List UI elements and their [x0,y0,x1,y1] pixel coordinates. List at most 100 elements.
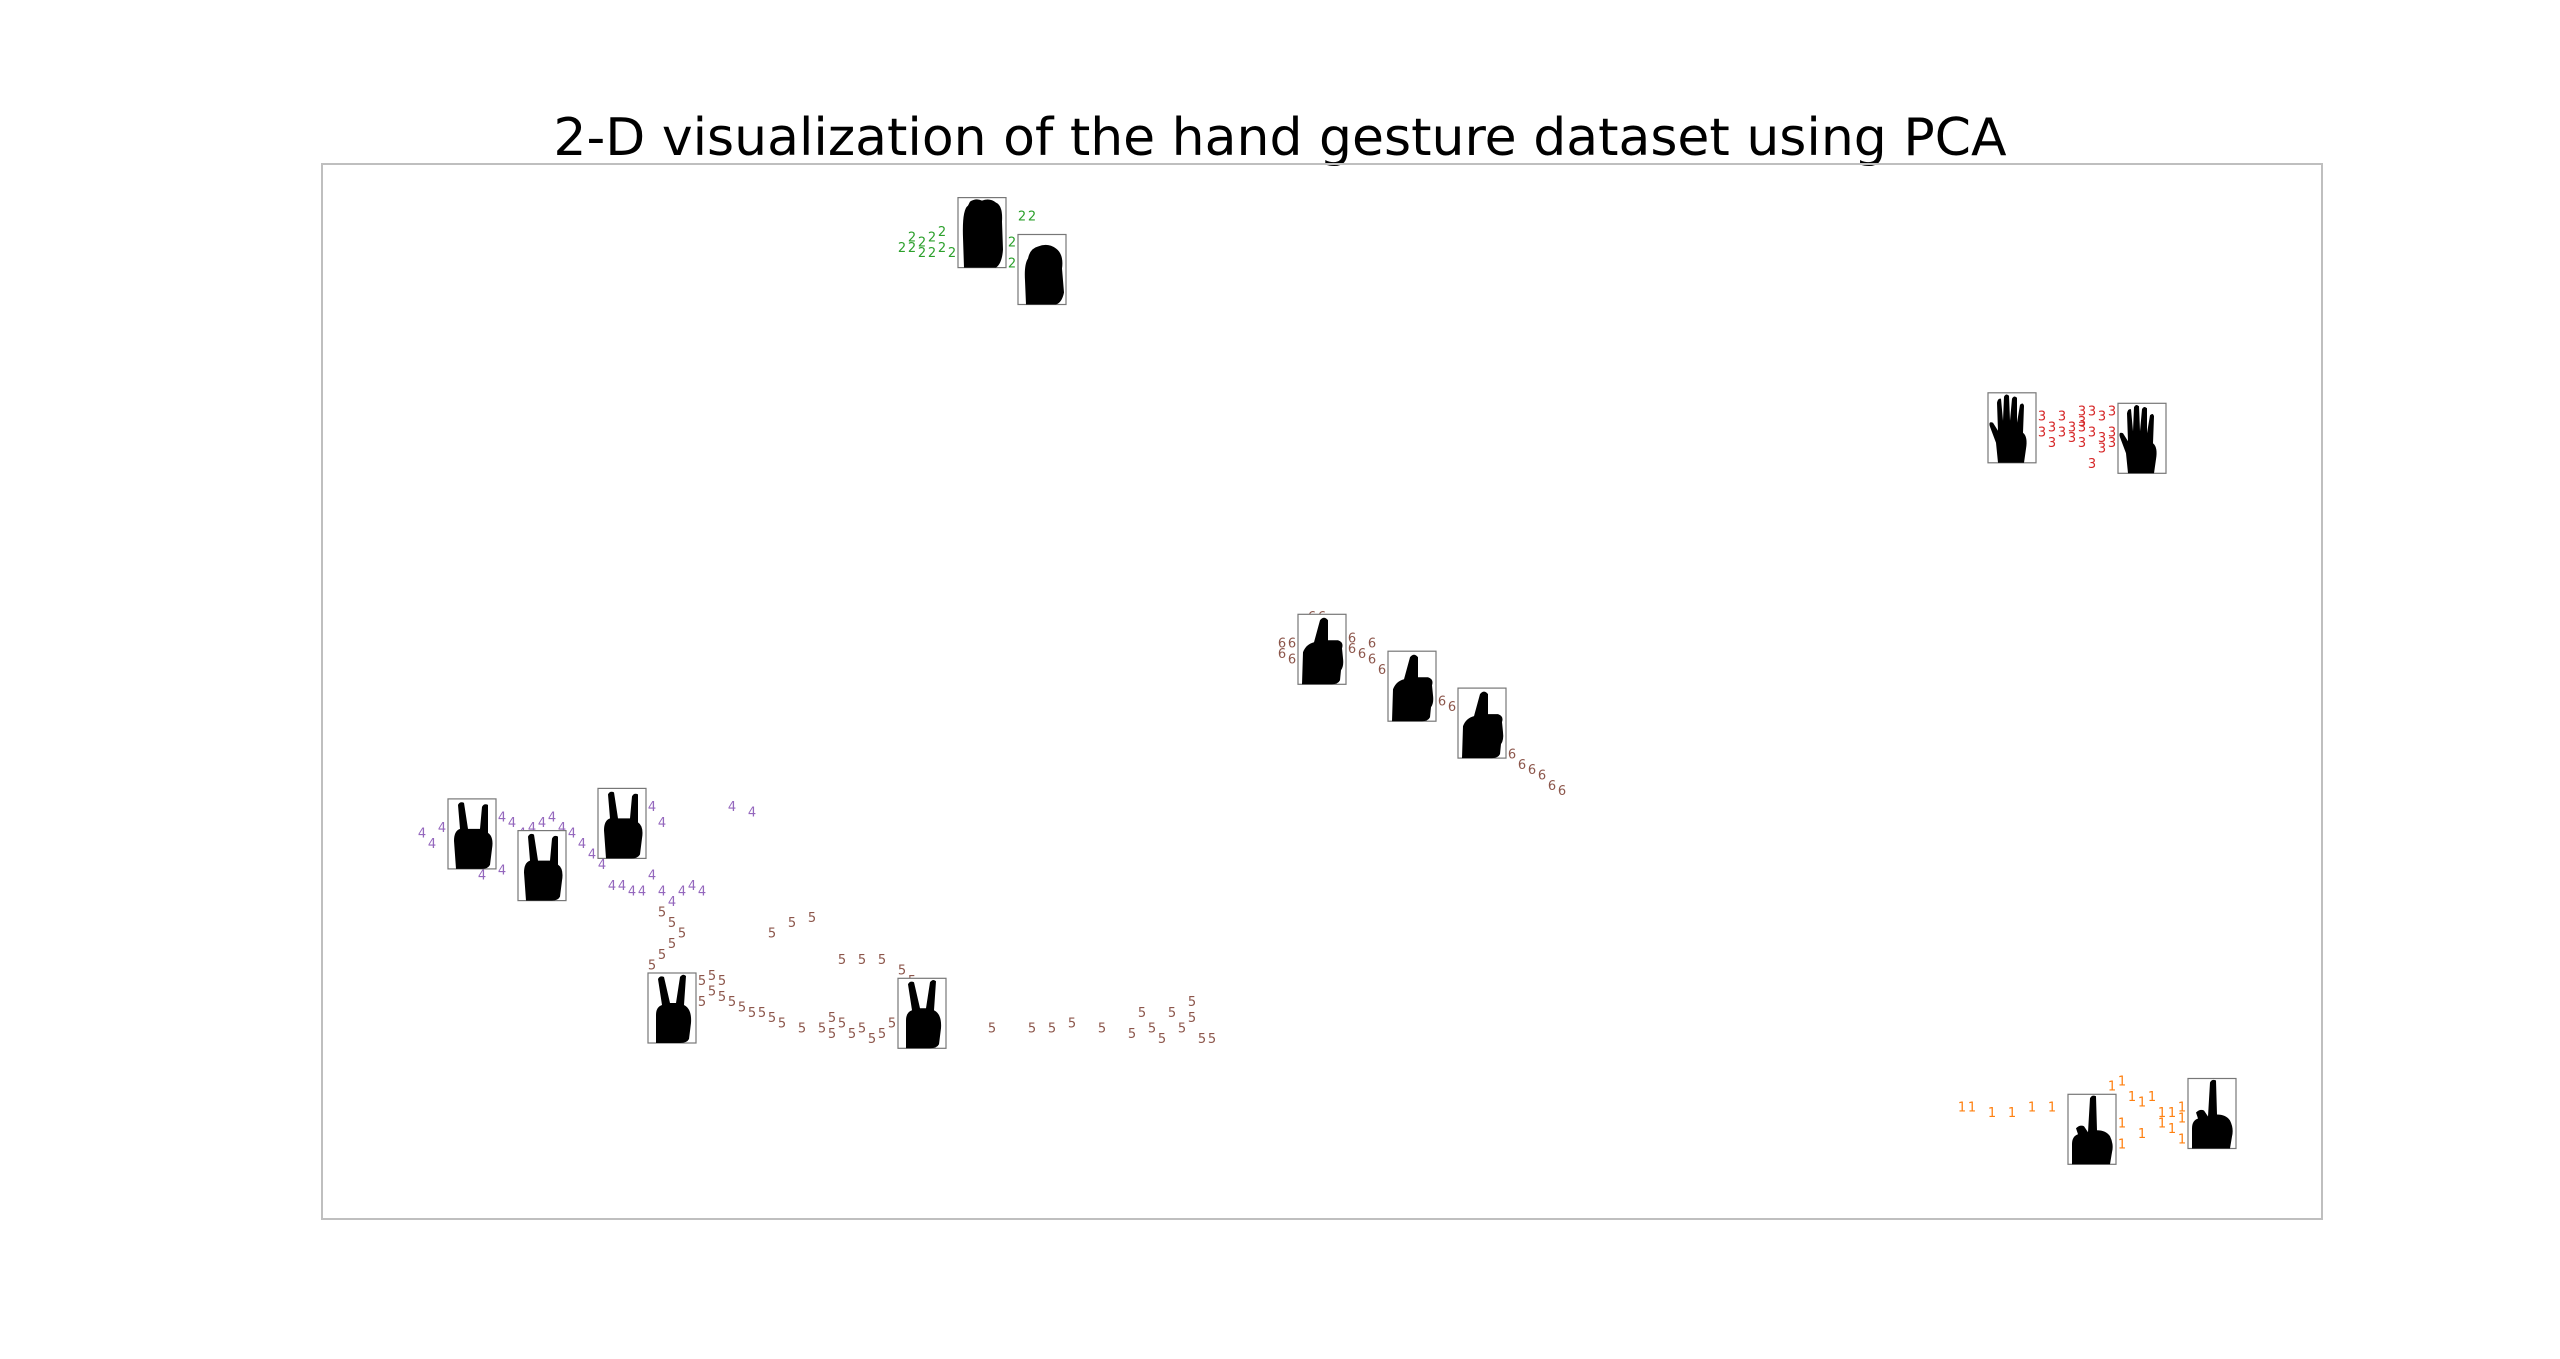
open-palm-icon [2119,405,2157,474]
point-class-6: 6 [1288,637,1296,652]
point-class-1: 1 [2178,1111,2186,1126]
point-class-3: 3 [2098,441,2106,456]
point-class-5: 5 [718,974,726,989]
peace-sign-icon [906,980,942,1049]
point-class-2: 2 [918,236,926,251]
point-class-5: 5 [1128,1027,1136,1042]
point-class-2: 2 [938,241,946,256]
point-class-5: 5 [1148,1022,1156,1037]
point-class-5: 5 [898,964,906,979]
point-class-4: 4 [678,884,686,899]
point-class-5: 5 [1208,1032,1216,1047]
point-class-1: 1 [2138,1096,2146,1111]
point-class-6: 6 [1518,758,1526,773]
point-class-1: 1 [1988,1106,1996,1121]
point-class-6: 6 [1358,647,1366,662]
point-class-6: 6 [1348,642,1356,657]
point-class-3: 3 [2098,431,2106,446]
point-class-4: 4 [658,884,666,899]
point-class-1: 1 [2118,1138,2126,1153]
thumbnail-class-3 [1987,392,2037,464]
point-class-5: 5 [1068,1016,1076,1031]
point-class-2: 2 [1028,209,1036,224]
point-class-4: 4 [538,816,546,831]
point-class-5: 5 [798,1022,806,1037]
point-class-3: 3 [2038,426,2046,441]
point-class-4: 4 [748,805,756,820]
point-class-6: 6 [1548,779,1556,794]
point-class-5: 5 [1188,995,1196,1010]
thumbnail-class-3 [2117,402,2167,474]
point-class-1: 1 [2118,1117,2126,1132]
point-class-5: 5 [708,985,716,1000]
point-class-5: 5 [1198,1032,1206,1047]
point-class-5: 5 [1178,1022,1186,1037]
point-class-1: 1 [2168,1106,2176,1121]
point-class-4: 4 [648,800,656,815]
point-class-2: 2 [928,230,936,245]
point-class-6: 6 [1278,637,1286,652]
point-class-6: 6 [1348,631,1356,646]
point-class-3: 3 [2108,426,2116,441]
point-class-5: 5 [988,1022,996,1037]
point-class-3: 3 [2078,404,2086,419]
point-class-3: 3 [2088,457,2096,472]
point-class-1: 1 [1968,1101,1976,1116]
thumbnail-class-1 [2187,1077,2237,1150]
point-class-5: 5 [1028,1022,1036,1037]
point-class-4: 4 [548,811,556,826]
peace-sign-icon [656,974,692,1043]
point-class-6: 6 [1528,763,1536,778]
pointing-finger-icon [2192,1079,2233,1149]
point-class-2: 2 [928,246,936,261]
point-class-4: 4 [688,879,696,894]
point-class-5: 5 [778,1016,786,1031]
point-class-4: 4 [638,884,646,899]
thumbnail-class-2 [957,197,1007,269]
thumbnail-class-4 [597,787,647,860]
point-class-5: 5 [668,937,676,952]
point-class-5: 5 [1048,1022,1056,1037]
point-class-2: 2 [908,241,916,256]
point-class-1: 1 [1958,1101,1966,1116]
point-class-4: 4 [698,884,706,899]
point-class-4: 4 [438,821,446,836]
open-hand-icon [962,199,1003,268]
point-class-4: 4 [578,837,586,852]
point-class-6: 6 [1368,652,1376,667]
point-class-1: 1 [2008,1106,2016,1121]
point-class-5: 5 [858,953,866,968]
point-class-5: 5 [738,1001,746,1016]
point-class-5: 5 [838,1016,846,1031]
point-class-1: 1 [2118,1074,2126,1089]
point-class-5: 5 [838,953,846,968]
thumbnail-class-1 [2067,1093,2117,1165]
point-class-2: 2 [1008,257,1016,272]
pointing-finger-icon [2072,1095,2113,1165]
thumbnail-class-4 [517,829,567,902]
point-class-3: 3 [2048,436,2056,451]
point-class-2: 2 [1008,236,1016,251]
thumbnail-class-6 [1387,650,1437,722]
point-class-6: 6 [1378,663,1386,678]
point-class-4: 4 [618,879,626,894]
point-class-5: 5 [888,1016,896,1031]
point-class-5: 5 [658,906,666,921]
point-class-1: 1 [2138,1127,2146,1142]
point-class-5: 5 [758,1006,766,1021]
point-class-3: 3 [2038,410,2046,425]
point-class-5: 5 [718,990,726,1005]
point-class-6: 6 [1288,652,1296,667]
point-class-3: 3 [2088,426,2096,441]
thumbnails-layer [447,197,2237,1165]
point-class-2: 2 [1018,209,1026,224]
point-class-5: 5 [818,1022,826,1037]
point-class-5: 5 [828,1011,836,1026]
point-class-3: 3 [2078,420,2086,435]
point-class-5: 5 [678,927,686,942]
point-class-3: 3 [2068,431,2076,446]
point-class-5: 5 [1098,1022,1106,1037]
point-class-5: 5 [878,1027,886,1042]
point-class-5: 5 [768,927,776,942]
open-palm-icon [1989,394,2027,463]
